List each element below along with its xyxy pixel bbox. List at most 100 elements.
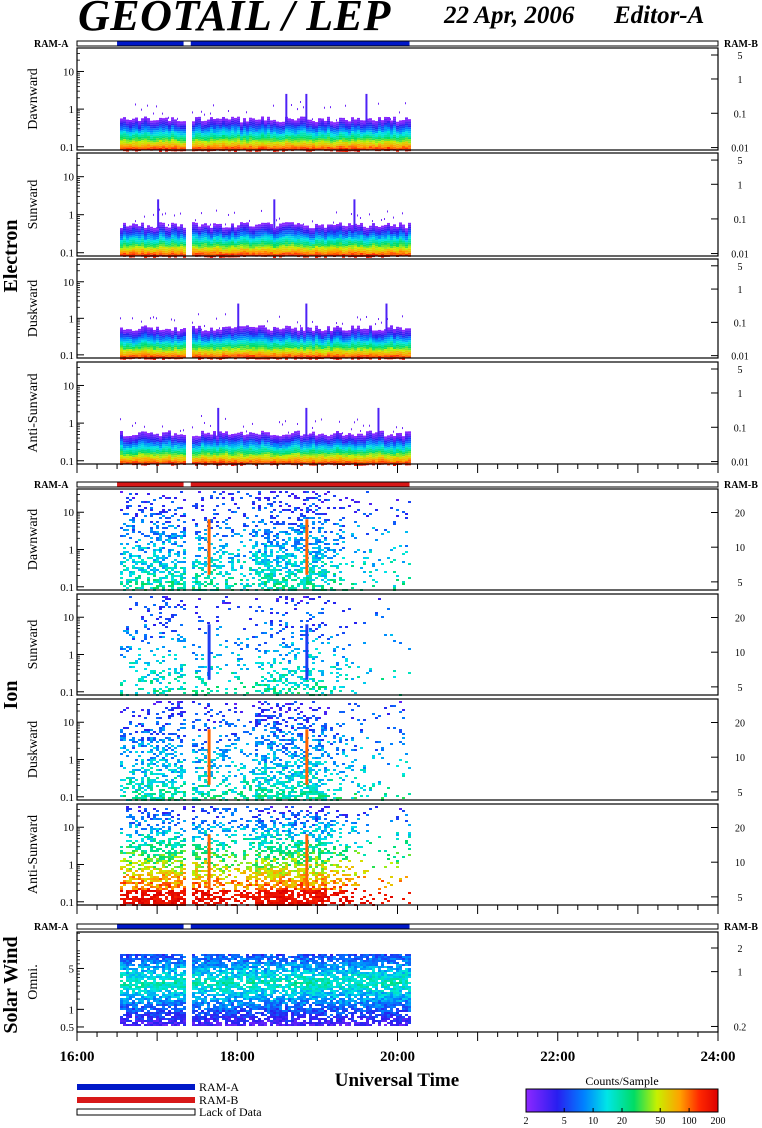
colorbar-cell [578, 1089, 580, 1112]
legend-swatch-lack-of-data [76, 1108, 196, 1116]
colorbar-cell [634, 1089, 636, 1112]
colorbar-cell [597, 1089, 599, 1112]
colorbar-cell [674, 1089, 676, 1112]
group-label: Solar Wind [0, 936, 22, 1033]
ram-label-left: RAM-A [34, 39, 69, 50]
legend-swatch-ram-a [77, 1084, 195, 1090]
ram-bar-segment [190, 482, 410, 487]
right-tick-label: 20 [735, 824, 745, 835]
colorbar-cell [705, 1089, 707, 1112]
colorbar-cell [553, 1089, 555, 1112]
colorbar-cell [558, 1089, 560, 1112]
colorbar-cell [586, 1089, 588, 1112]
colorbar-cell [658, 1089, 660, 1112]
colorbar-tick-label: 100 [682, 1116, 697, 1127]
colorbar-cell [715, 1089, 717, 1112]
left-tick-label: 0.1 [60, 248, 74, 260]
colorbar-cell [716, 1089, 718, 1112]
colorbar-cell [532, 1089, 534, 1112]
colorbar-cell [706, 1089, 708, 1112]
time-axis-label: Universal Time [335, 1070, 459, 1091]
colorbar-cell [638, 1089, 640, 1112]
colorbar-cell [526, 1089, 528, 1112]
legend-label-ram-b: RAM-B [199, 1093, 238, 1107]
panel-duskward: Duskward 10 1 0.1 20 10 5 [26, 698, 745, 804]
colorbar-cell [660, 1089, 662, 1112]
colorbar-cell [544, 1089, 546, 1112]
left-tick-label: 0.5 [60, 1022, 74, 1034]
colorbar-cell [699, 1089, 701, 1112]
panel-frame [76, 593, 719, 696]
chart-date: 22 Apr, 2006 [444, 2, 575, 29]
right-tick-label: 20 [735, 719, 745, 730]
colorbar-cell [703, 1089, 705, 1112]
colorbar-cell [635, 1089, 637, 1112]
colorbar-cell [661, 1089, 663, 1112]
colorbar-cell [612, 1089, 614, 1112]
colorbar-cell [627, 1089, 629, 1112]
colorbar-cell [671, 1089, 673, 1112]
colorbar-cell [626, 1089, 628, 1112]
colorbar-cell [549, 1089, 551, 1112]
colorbar-cell [577, 1089, 579, 1112]
colorbar-cell [646, 1089, 648, 1112]
colorbar-cell [647, 1089, 649, 1112]
colorbar-cell [711, 1089, 713, 1112]
colorbar-tick-label: 20 [617, 1116, 627, 1127]
ram-label-right: RAM-B [724, 39, 758, 50]
colorbar-cell [690, 1089, 692, 1112]
colorbar-cell [624, 1089, 626, 1112]
panel-anti-sunward: Anti-Sunward 10 1 0.1 20 10 5 [26, 803, 745, 909]
colorbar-cell [618, 1089, 620, 1112]
left-tick-label: 1 [69, 1004, 75, 1016]
colorbar-cell [676, 1089, 678, 1112]
panel-duskward: Duskward 10 1 0.1 5 1 0.1 0.01 [26, 258, 749, 363]
colorbar-cell [552, 1089, 554, 1112]
colorbar-cell [628, 1089, 630, 1112]
colorbar-cell [659, 1089, 661, 1112]
chart-title: GEOTAIL / LEP [78, 0, 391, 40]
ram-bar-segment [117, 41, 184, 46]
colorbar-cell [530, 1089, 532, 1112]
left-tick-label: 10 [63, 66, 75, 78]
colorbar-cell [602, 1089, 604, 1112]
panel-ylabel: Anti-Sunward [26, 373, 41, 452]
left-tick-label: 5 [69, 963, 75, 975]
colorbar-cell [644, 1089, 646, 1112]
colorbar-cell [666, 1089, 668, 1112]
left-tick-label: 1 [69, 418, 75, 430]
right-tick-label: 5 [738, 51, 743, 62]
panel-ylabel: Omni. [26, 964, 41, 999]
colorbar-cell [566, 1089, 568, 1112]
right-tick-label: 1 [738, 285, 743, 296]
colorbar-cell [565, 1089, 567, 1112]
colorbar-cell [632, 1089, 634, 1112]
panel-frame [76, 258, 719, 359]
colorbar-cell [670, 1089, 672, 1112]
colorbar-cell [653, 1089, 655, 1112]
colorbar-tick-label: 5 [562, 1116, 567, 1127]
colorbar-cell [613, 1089, 615, 1112]
right-tick-label: 5 [738, 365, 743, 376]
colorbar-cell [623, 1089, 625, 1112]
colorbar-cell [580, 1089, 582, 1112]
colorbar-cell [614, 1089, 616, 1112]
colorbar-cell [651, 1089, 653, 1112]
left-tick-label: 10 [63, 380, 75, 392]
left-tick-label: 10 [63, 507, 75, 519]
panel-ylabel: Sunward [26, 180, 41, 230]
colorbar-cell [678, 1089, 680, 1112]
ram-bar-segment [190, 924, 410, 929]
colorbar-cell [610, 1089, 612, 1112]
right-tick-label: 2 [738, 944, 743, 955]
colorbar-cell [698, 1089, 700, 1112]
colorbar-cell [655, 1089, 657, 1112]
colorbar-cell [545, 1089, 547, 1112]
panel-frame [76, 488, 719, 591]
colorbar-cell [594, 1089, 596, 1112]
panel-ylabel: Anti-Sunward [26, 815, 41, 894]
left-tick-label: 0.1 [60, 142, 74, 154]
left-tick-label: 10 [63, 172, 75, 184]
colorbar-cell [616, 1089, 618, 1112]
